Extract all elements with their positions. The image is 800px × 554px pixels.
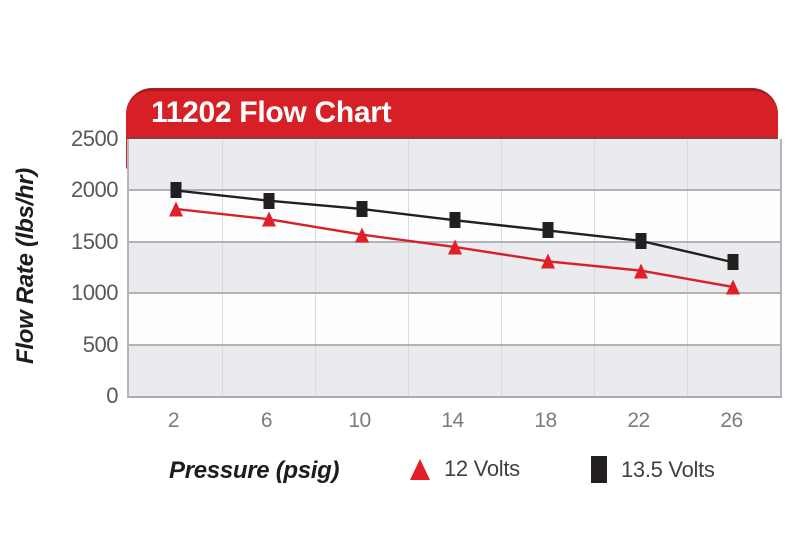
chart-title-banner: 11202 Flow Chart — [126, 88, 778, 137]
y-tick-label: 1000 — [71, 280, 118, 306]
y-tick-label: 2000 — [71, 177, 118, 203]
grid-band — [129, 293, 780, 345]
marker-13-5-volts — [356, 200, 367, 217]
marker-12-volts — [726, 279, 741, 295]
marker-13-5-volts — [542, 222, 553, 239]
marker-13-5-volts — [170, 182, 181, 199]
x-tick-label: 26 — [720, 409, 743, 432]
y-tick-label: 1500 — [71, 228, 118, 254]
v-gridline — [315, 139, 316, 396]
plot-grid — [129, 139, 780, 396]
v-gridline — [222, 139, 223, 396]
marker-13-5-volts — [727, 254, 739, 271]
red-triangle-legend-icon — [410, 458, 430, 480]
banner-bottom-edge — [126, 137, 778, 139]
h-gridline — [129, 189, 780, 192]
v-gridline — [687, 139, 688, 396]
grid-band — [129, 139, 780, 191]
marker-12-volts — [354, 227, 369, 243]
marker-12-volts — [168, 201, 183, 217]
series-lines — [129, 139, 780, 396]
v-gridline — [408, 139, 409, 396]
x-tick-label: 2 — [167, 409, 180, 432]
marker-12-volts — [540, 253, 555, 269]
plot-area — [127, 139, 782, 398]
marker-12-volts — [447, 239, 462, 255]
x-tick-label: 10 — [348, 409, 371, 432]
marker-12-volts — [633, 263, 648, 279]
y-tick-label: 2500 — [71, 126, 118, 151]
legend-item-13-5-volts: 13.5 Volts — [591, 456, 715, 483]
legend-label-13-5-volts: 13.5 Volts — [621, 456, 715, 482]
marker-13-5-volts — [635, 232, 646, 249]
x-tick-label: 14 — [441, 409, 464, 432]
x-tick-label: 18 — [534, 409, 557, 432]
marker-12-volts — [261, 211, 276, 227]
legend-label-12-volts: 12 Volts — [444, 456, 520, 481]
legend-item-12-volts: 12 Volts — [410, 456, 520, 482]
marker-13-5-volts — [449, 212, 460, 229]
marker-13-5-volts — [263, 192, 274, 209]
h-gridline — [129, 343, 780, 346]
chart-title: 11202 Flow Chart — [151, 96, 392, 129]
v-gridline — [594, 139, 595, 396]
x-axis-title: Pressure (psig) — [169, 457, 340, 484]
y-tick-label: 0 — [106, 383, 118, 408]
y-tick-label: 500 — [82, 331, 119, 357]
h-gridline — [129, 292, 780, 295]
grid-band — [129, 344, 780, 396]
v-gridline — [501, 139, 502, 396]
x-tick-label: 6 — [260, 409, 273, 432]
x-tick-label: 22 — [627, 409, 650, 432]
black-square-legend-icon — [591, 456, 607, 483]
